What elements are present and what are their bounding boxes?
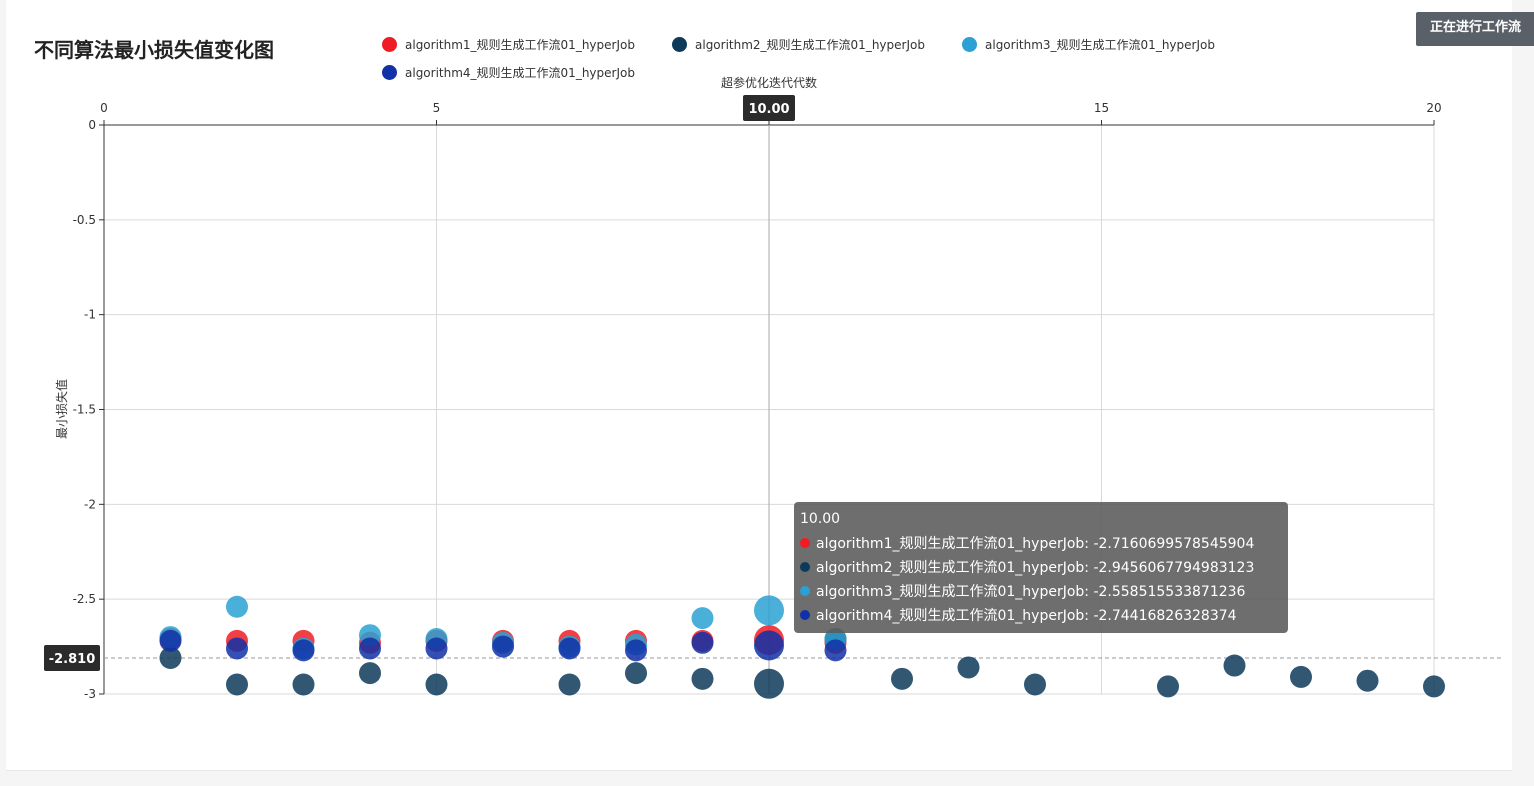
tooltip-row-text: algorithm1_规则生成工作流01_hyperJob: -2.716069… xyxy=(816,536,1255,552)
data-point-algorithm3[interactable] xyxy=(754,595,784,626)
data-point-algorithm2[interactable] xyxy=(425,673,448,696)
data-point-algorithm2[interactable] xyxy=(891,667,913,690)
y-tick-label: -1 xyxy=(84,308,96,322)
data-point-algorithm2[interactable] xyxy=(1290,665,1312,688)
data-point-algorithm2[interactable] xyxy=(625,662,647,685)
legend-dot-icon xyxy=(962,37,977,52)
axis-pointer-labels: 10.00 -2.810 xyxy=(44,95,795,671)
legend-item-algorithm1[interactable]: algorithm1_规则生成工作流01_hyperJob xyxy=(382,36,635,53)
data-point-algorithm4[interactable] xyxy=(691,631,714,654)
tooltip-row-algorithm4: algorithm4_规则生成工作流01_hyperJob: -2.744168… xyxy=(800,604,1282,628)
data-point-algorithm2[interactable] xyxy=(691,667,714,690)
x-tick-label: 5 xyxy=(433,101,441,115)
data-point-algorithm2[interactable] xyxy=(359,662,381,685)
legend-item-algorithm3[interactable]: algorithm3_规则生成工作流01_hyperJob xyxy=(962,36,1215,53)
chart-tooltip: 10.00 algorithm1_规则生成工作流01_hyperJob: -2.… xyxy=(794,502,1288,633)
x-tick-label: 20 xyxy=(1426,101,1441,115)
legend-dot-icon xyxy=(382,37,397,52)
data-point-algorithm2[interactable] xyxy=(558,673,581,696)
x-tick-label: 0 xyxy=(100,101,108,115)
x-axis-title: 超参优化迭代代数 xyxy=(721,75,817,90)
tooltip-dot-icon xyxy=(800,586,810,596)
tooltip-dot-icon xyxy=(800,610,810,620)
y-tick-label: -1.5 xyxy=(73,403,96,417)
x-pointer-label-bg xyxy=(743,95,795,121)
legend-dot-icon xyxy=(382,65,397,80)
data-point-algorithm4[interactable] xyxy=(625,639,647,662)
tooltip-row-text: algorithm4_规则生成工作流01_hyperJob: -2.744168… xyxy=(816,608,1237,624)
tooltip-row-algorithm2: algorithm2_规则生成工作流01_hyperJob: -2.945606… xyxy=(800,556,1282,580)
legend-label: algorithm2_规则生成工作流01_hyperJob xyxy=(695,38,925,52)
tooltip-dot-icon xyxy=(800,538,810,548)
data-point-algorithm2[interactable] xyxy=(957,656,980,679)
y-axis-title: 最小损失值 xyxy=(54,379,69,439)
data-point-algorithm2[interactable] xyxy=(1356,669,1379,692)
tooltip-title: 10.00 xyxy=(800,511,841,527)
legend-label: algorithm1_规则生成工作流01_hyperJob xyxy=(405,38,635,52)
y-pointer-label: -2.810 xyxy=(49,652,96,667)
y-tick-label: -2 xyxy=(84,497,96,511)
y-tick-label: -2.5 xyxy=(73,592,96,606)
y-tick-label: -3 xyxy=(84,687,96,701)
data-point-algorithm2[interactable] xyxy=(1423,675,1445,698)
data-point-algorithm3[interactable] xyxy=(691,607,714,630)
data-point-algorithm3[interactable] xyxy=(226,595,248,618)
chart-title: 不同算法最小损失值变化图 xyxy=(34,38,274,62)
x-tick-label: 15 xyxy=(1094,101,1109,115)
data-point-algorithm2[interactable] xyxy=(1024,673,1046,696)
data-point-algorithm2[interactable] xyxy=(226,673,248,696)
tooltip-dot-icon xyxy=(800,562,810,572)
data-point-algorithm4[interactable] xyxy=(558,637,581,660)
tooltip-row-text: algorithm2_规则生成工作流01_hyperJob: -2.945606… xyxy=(816,560,1255,576)
workflow-status-button[interactable]: 正在进行工作流 xyxy=(1416,12,1534,46)
y-tick-label: -0.5 xyxy=(73,213,96,227)
data-point-algorithm4[interactable] xyxy=(159,629,182,652)
data-point-algorithm4[interactable] xyxy=(292,639,315,662)
data-point-algorithm4[interactable] xyxy=(425,637,448,660)
data-point-algorithm4[interactable] xyxy=(754,630,784,661)
tooltip-row-algorithm3: algorithm3_规则生成工作流01_hyperJob: -2.558515… xyxy=(800,580,1282,604)
data-point-algorithm2[interactable] xyxy=(292,673,315,696)
data-point-algorithm4[interactable] xyxy=(359,637,381,660)
tooltip-row-text: algorithm3_规则生成工作流01_hyperJob: -2.558515… xyxy=(816,584,1246,600)
data-point-algorithm2[interactable] xyxy=(1223,654,1246,677)
tooltip-row-algorithm1: algorithm1_规则生成工作流01_hyperJob: -2.716069… xyxy=(800,532,1282,556)
data-point-algorithm2[interactable] xyxy=(159,646,182,669)
legend-item-algorithm2[interactable]: algorithm2_规则生成工作流01_hyperJob xyxy=(672,36,925,53)
data-points[interactable] xyxy=(159,595,1446,699)
data-point-algorithm2[interactable] xyxy=(754,668,784,699)
y-tick-label: 0 xyxy=(88,118,96,132)
legend-dot-icon xyxy=(672,37,687,52)
data-point-algorithm2[interactable] xyxy=(1157,675,1179,698)
legend-label: algorithm4_规则生成工作流01_hyperJob xyxy=(405,66,635,80)
legend-item-algorithm4[interactable]: algorithm4_规则生成工作流01_hyperJob xyxy=(382,64,635,81)
data-point-algorithm4[interactable] xyxy=(226,637,248,660)
data-point-algorithm4[interactable] xyxy=(824,639,847,662)
x-pointer-label: 10.00 xyxy=(748,102,789,117)
data-point-algorithm4[interactable] xyxy=(492,635,514,658)
legend-label: algorithm3_规则生成工作流01_hyperJob xyxy=(985,38,1215,52)
y-pointer-label-bg xyxy=(44,645,100,671)
